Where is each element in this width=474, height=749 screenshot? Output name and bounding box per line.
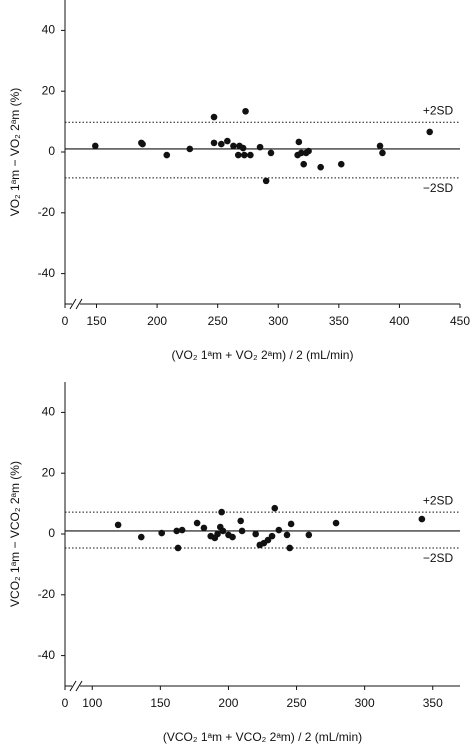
- x-tick-label: 350: [329, 314, 349, 328]
- data-point: [262, 177, 270, 185]
- data-point: [317, 163, 324, 171]
- data-point: [178, 526, 186, 534]
- y-tick-label: -40: [38, 266, 56, 280]
- data-point: [300, 160, 307, 168]
- y-tick-label: 20: [42, 83, 56, 97]
- data-point: [268, 532, 276, 540]
- y-tick-label: 0: [48, 144, 55, 158]
- axis-break: [75, 298, 83, 310]
- data-point: [241, 151, 248, 159]
- data-point: [379, 149, 386, 157]
- axis-break: [69, 680, 77, 692]
- data-point: [337, 160, 345, 168]
- x-break-label: 0: [62, 314, 69, 328]
- data-point: [239, 144, 247, 152]
- data-point: [219, 527, 227, 535]
- data-point: [210, 139, 218, 147]
- data-point: [114, 521, 122, 529]
- data-point: [305, 531, 313, 539]
- y-axis-label: VCO₂ 1ᵃm − VCO₂ 2ᵃm (%): [8, 461, 22, 607]
- data-point: [200, 524, 208, 532]
- reference-label: +2SD: [423, 493, 454, 507]
- data-point: [283, 531, 291, 539]
- data-point: [174, 544, 182, 552]
- data-point: [286, 544, 294, 552]
- x-tick-label: 100: [82, 696, 102, 710]
- data-point: [332, 519, 340, 527]
- data-point: [173, 527, 180, 535]
- x-tick-label: 450: [450, 314, 470, 328]
- x-tick-label: 150: [86, 314, 106, 328]
- reference-label: +2SD: [423, 103, 454, 117]
- x-tick-label: 350: [423, 696, 443, 710]
- y-tick-label: 0: [48, 526, 55, 540]
- data-point: [218, 508, 225, 516]
- data-point: [271, 504, 279, 512]
- x-tick-label: 300: [355, 696, 375, 710]
- data-point: [230, 142, 237, 150]
- data-point: [418, 515, 426, 523]
- x-tick-label: 200: [218, 696, 238, 710]
- data-point: [193, 519, 201, 527]
- x-tick-label: 250: [208, 314, 228, 328]
- x-axis-label: (VCO₂ 1ᵃm + VCO₂ 2ᵃm) / 2 (mL/min): [163, 730, 362, 744]
- data-point: [218, 140, 225, 148]
- x-tick-label: 150: [150, 696, 170, 710]
- reference-label: −2SD: [423, 551, 454, 565]
- y-tick-label: -20: [38, 205, 56, 219]
- data-point: [252, 530, 259, 538]
- data-point: [264, 536, 272, 544]
- x-tick-label: 250: [287, 696, 307, 710]
- x-break-label: 0: [62, 696, 69, 710]
- y-tick-label: -40: [38, 648, 56, 662]
- x-tick-label: 400: [389, 314, 409, 328]
- data-point: [305, 147, 312, 155]
- data-point: [186, 145, 194, 153]
- data-point: [267, 149, 275, 157]
- data-point: [139, 140, 146, 148]
- data-point: [229, 533, 236, 541]
- data-point: [297, 149, 305, 157]
- data-point: [234, 151, 242, 159]
- data-point: [295, 138, 303, 146]
- data-point: [214, 530, 221, 538]
- x-tick-label: 300: [268, 314, 288, 328]
- data-point: [376, 142, 384, 150]
- data-point: [238, 527, 246, 535]
- y-tick-label: 40: [42, 23, 56, 37]
- y-axis-label: VO₂ 1ᵃm − VO₂ 2ᵃm (%): [8, 88, 22, 217]
- y-tick-label: 20: [42, 465, 56, 479]
- data-point: [137, 533, 145, 541]
- data-point: [158, 529, 166, 537]
- data-point: [237, 517, 245, 525]
- data-point: [242, 107, 249, 115]
- y-tick-label: 40: [42, 405, 56, 419]
- y-tick-label: -20: [38, 587, 56, 601]
- data-point: [426, 128, 434, 136]
- data-point: [247, 151, 254, 159]
- data-point: [210, 113, 218, 121]
- data-point: [275, 526, 283, 534]
- axis-break: [75, 680, 83, 692]
- data-point: [224, 137, 231, 145]
- axis-break: [69, 298, 77, 310]
- x-axis-label: (VO₂ 1ᵃm + VO₂ 2ᵃm) / 2 (mL/min): [172, 348, 354, 362]
- reference-label: −2SD: [423, 181, 454, 195]
- data-point: [256, 143, 264, 151]
- x-tick-label: 200: [147, 314, 167, 328]
- data-point: [91, 142, 99, 150]
- data-point: [287, 520, 295, 528]
- data-point: [163, 151, 171, 159]
